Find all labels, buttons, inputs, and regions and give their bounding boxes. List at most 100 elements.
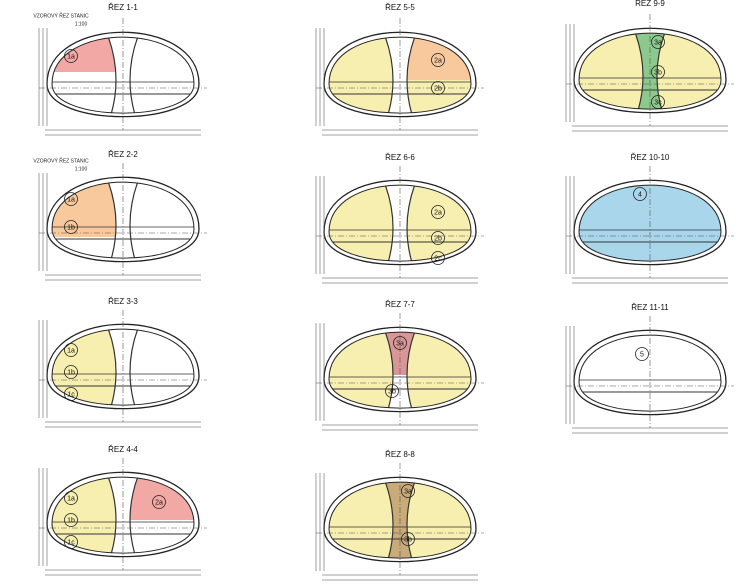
inner-lining — [51, 476, 195, 554]
divider-wall — [406, 482, 423, 559]
stage-label: 1b — [67, 224, 75, 231]
stage-group — [628, 33, 672, 110]
section-title: ŘEZ 7-7 — [385, 300, 415, 309]
inner-lining — [51, 328, 195, 406]
stage-label: 3c — [654, 99, 662, 106]
stage-marker — [64, 491, 78, 505]
stage-marker — [385, 384, 399, 398]
stage-marker — [635, 347, 649, 361]
stage-marker — [633, 187, 647, 201]
stage-label: 3b — [388, 388, 396, 395]
excavation-stage — [378, 482, 422, 559]
inner-lining — [578, 184, 722, 262]
section-title: ŘEZ 8-8 — [385, 450, 415, 459]
stage-label: 3a — [404, 488, 412, 495]
stage-label: 2a — [434, 57, 442, 64]
stage-label: 3a — [654, 39, 662, 46]
stage-label: 2a — [434, 209, 442, 216]
section-note: VZOROVÝ ŘEZ STANIC — [33, 11, 89, 19]
stage-marker — [431, 231, 445, 245]
divider-wall — [129, 182, 146, 259]
tunnel-section: ŘEZ 11-11 5 — [565, 303, 734, 434]
stage-marker — [431, 205, 445, 219]
section-title: ŘEZ 2-2 — [108, 150, 138, 159]
divider-wall — [377, 482, 394, 559]
section-note: VZOROVÝ ŘEZ STANIC — [33, 156, 89, 164]
stage-marker — [64, 513, 78, 527]
stage-label: 1b — [67, 517, 75, 524]
stage-marker — [64, 387, 78, 401]
inner-lining — [328, 184, 472, 262]
stage-marker — [64, 220, 78, 234]
stage-label: 1a — [67, 53, 75, 60]
divider-wall — [406, 185, 423, 262]
stage-label: 2c — [434, 255, 442, 262]
stage-label: 4 — [638, 191, 642, 198]
section-note: 1:100 — [75, 166, 88, 172]
stage-label: 2a — [155, 499, 163, 506]
stage-label: 3b — [404, 536, 412, 543]
section-title: ŘEZ 9-9 — [635, 0, 665, 8]
stage-label: 1a — [67, 347, 75, 354]
tunnel-section: ŘEZ 2-2 VZOROVÝ ŘEZ STANIC 1:100 1a 1b — [33, 150, 207, 281]
stage-marker — [401, 484, 415, 498]
stage-label: 1a — [67, 196, 75, 203]
stage-label: 5 — [640, 351, 644, 358]
stage-label: 3b — [654, 69, 662, 76]
stage-label: 2b — [434, 235, 442, 242]
divider-wall — [129, 37, 146, 114]
divider-wall — [377, 185, 394, 262]
stage-marker — [431, 53, 445, 67]
divider-wall — [100, 329, 117, 406]
divider-wall — [406, 37, 423, 114]
stage-marker — [651, 95, 665, 109]
inner-lining — [328, 331, 472, 409]
stage-label: 1b — [67, 369, 75, 376]
divider-wall — [377, 332, 394, 409]
tunnel-section: ŘEZ 10-10 4 — [565, 153, 734, 284]
stage-marker — [64, 192, 78, 206]
divider-wall — [129, 329, 146, 406]
section-title: ŘEZ 6-6 — [385, 153, 415, 162]
stage-marker — [64, 49, 78, 63]
stage-marker — [64, 365, 78, 379]
stage-label: 3a — [396, 340, 404, 347]
stage-label: 2b — [434, 85, 442, 92]
stage-marker — [431, 81, 445, 95]
stage-marker — [393, 336, 407, 350]
stage-marker — [431, 251, 445, 265]
excavation-stage — [628, 33, 672, 110]
inner-lining — [328, 481, 472, 559]
inner-lining — [328, 36, 472, 114]
divider-wall — [100, 37, 117, 114]
divider-wall — [627, 33, 644, 110]
divider-wall — [100, 182, 117, 259]
stage-marker — [64, 535, 78, 549]
divider-wall — [656, 33, 673, 110]
section-title: ŘEZ 1-1 — [108, 3, 138, 12]
divider-wall — [100, 477, 117, 554]
stage-marker — [651, 65, 665, 79]
inner-lining — [578, 32, 722, 110]
section-title: ŘEZ 5-5 — [385, 3, 415, 12]
section-title: ŘEZ 10-10 — [631, 153, 670, 162]
section-note: 1:100 — [75, 21, 88, 27]
stage-marker — [152, 495, 166, 509]
stage-label: 1c — [67, 391, 75, 398]
inner-lining — [578, 334, 722, 412]
stage-label: 1a — [67, 495, 75, 502]
stage-marker — [651, 35, 665, 49]
stage-marker — [401, 532, 415, 546]
stage-marker — [64, 343, 78, 357]
inner-lining — [51, 181, 195, 259]
divider-wall — [406, 332, 423, 409]
stage-group — [378, 482, 422, 559]
divider-wall — [129, 477, 146, 554]
section-title: ŘEZ 4-4 — [108, 445, 138, 454]
section-title: ŘEZ 11-11 — [631, 303, 669, 312]
inner-lining — [51, 36, 195, 114]
stage-label: 1c — [67, 539, 75, 546]
divider-wall — [377, 37, 394, 114]
section-title: ŘEZ 3-3 — [108, 297, 138, 306]
